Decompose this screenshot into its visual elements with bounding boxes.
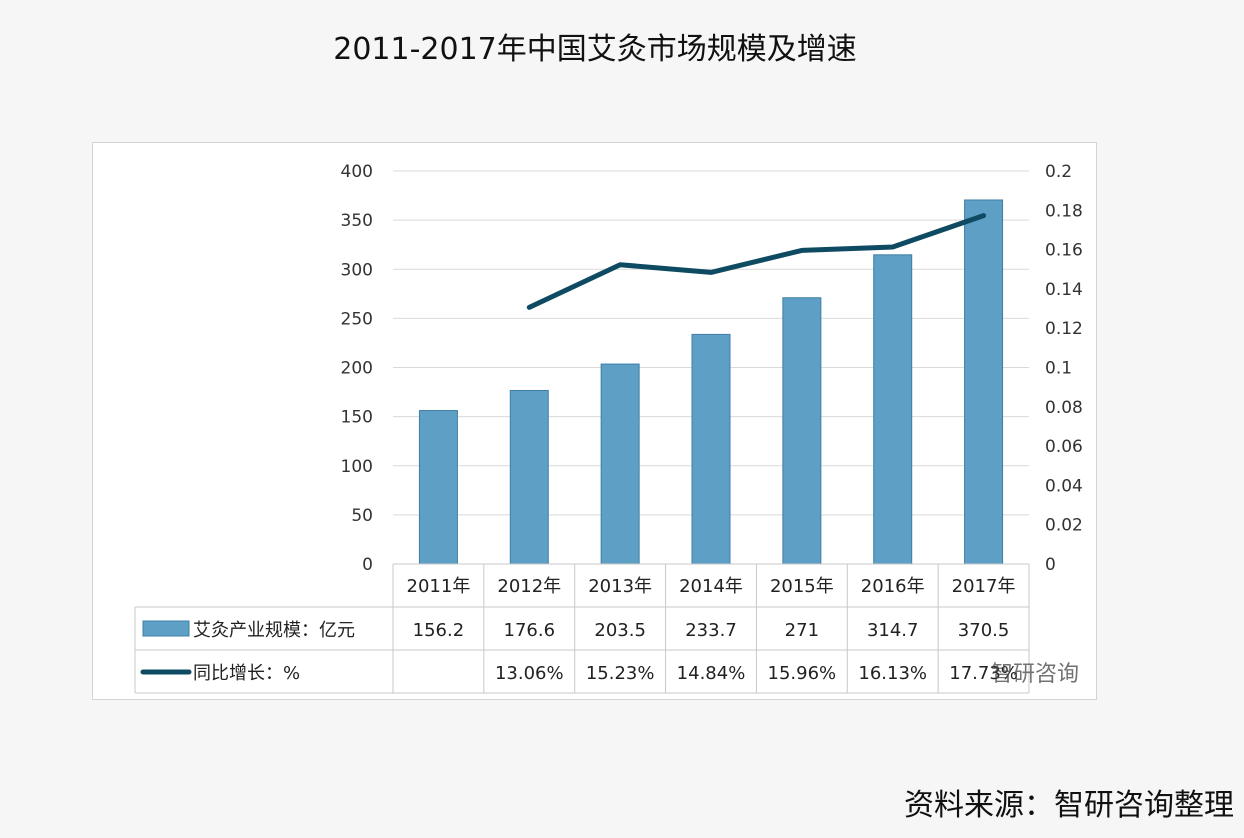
y-left-tick-label: 350 <box>341 211 373 231</box>
x-tick-label: 2017年 <box>952 576 1016 597</box>
data-label-bar: 233.7 <box>685 620 737 641</box>
y-left-tick-label: 0 <box>362 555 373 575</box>
bar <box>691 333 731 565</box>
watermark: 智研咨询 <box>991 662 1079 687</box>
y-left-tick-label: 300 <box>341 260 373 280</box>
legend-label-bar: 艾灸产业规模：亿元 <box>193 620 355 641</box>
y-right-tick-label: 0.14 <box>1045 280 1083 300</box>
data-label-bar: 176.6 <box>504 620 556 641</box>
chart-svg: 0 50 100 150 200 250 300 350 400 0 0.02 0.04 0.06 0.0… <box>134 162 1083 694</box>
y-left-tick-label: 150 <box>341 408 373 428</box>
data-label-bar: 156.2 <box>413 620 465 641</box>
x-tick-label: 2016年 <box>861 576 925 597</box>
y-right-tick-label: 0.2 <box>1045 162 1072 182</box>
series-line <box>526 213 987 310</box>
bar <box>600 363 640 565</box>
x-tick-label: 2014年 <box>679 576 743 597</box>
x-tick-label: 2015年 <box>770 576 834 597</box>
y-right-tick-label: 0.16 <box>1045 241 1083 261</box>
data-label-line: 15.23% <box>586 663 655 684</box>
y-right-tick-label: 0.04 <box>1045 476 1083 496</box>
y-right-tick-label: 0.12 <box>1045 319 1083 339</box>
y-left-tick-label: 100 <box>341 457 373 477</box>
x-tick-label: 2013年 <box>588 576 652 597</box>
data-label-bar: 203.5 <box>594 620 646 641</box>
bar <box>782 297 822 565</box>
source-note: 资料来源：智研咨询整理 <box>904 788 1234 823</box>
bar <box>873 254 913 565</box>
data-label-bar: 314.7 <box>867 620 919 641</box>
x-tick-label: 2011年 <box>407 576 471 597</box>
bar <box>418 410 458 565</box>
y-right-tick-label: 0.1 <box>1045 359 1072 379</box>
data-label-line: 14.84% <box>677 663 746 684</box>
data-label-bar: 271 <box>785 620 819 641</box>
y-left-tick-label: 400 <box>341 162 373 182</box>
y-right-tick-label: 0.08 <box>1045 398 1083 418</box>
x-tick-label: 2012年 <box>497 576 561 597</box>
y-right-tick-label: 0.02 <box>1045 516 1083 536</box>
y-left-tick-label: 50 <box>351 506 373 526</box>
data-label-line: 17.73% <box>949 663 1018 684</box>
y-right-tick-label: 0 <box>1045 555 1056 575</box>
y-right-tick-label: 0.06 <box>1045 437 1083 457</box>
data-label-line: 16.13% <box>858 663 927 684</box>
legend-swatch-bar <box>142 620 190 637</box>
data-label-line: 15.96% <box>768 663 837 684</box>
legend-label-line: 同比增长：% <box>193 663 300 684</box>
data-label-bar: 370.5 <box>958 620 1010 641</box>
data-label-line: 13.06% <box>495 663 564 684</box>
chart-frame: 0 50 100 150 200 250 300 350 400 0 0.02 0.04 0.06 0.0… <box>92 142 1097 700</box>
bar <box>509 389 549 565</box>
y-right-tick-label: 0.18 <box>1045 201 1083 221</box>
y-left-tick-label: 200 <box>341 359 373 379</box>
bar <box>964 199 1004 565</box>
chart-title: 2011-2017年中国艾灸市场规模及增速 <box>333 32 857 67</box>
y-left-tick-label: 250 <box>341 309 373 329</box>
